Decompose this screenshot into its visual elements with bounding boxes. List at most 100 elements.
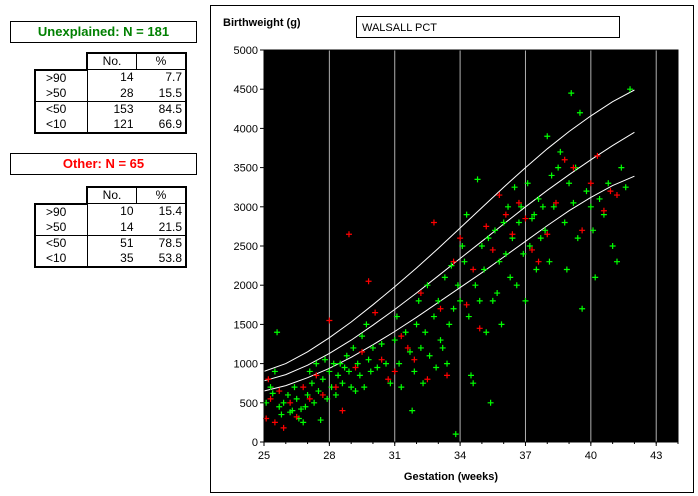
point-unexplained bbox=[398, 384, 405, 391]
point-unexplained bbox=[350, 344, 357, 351]
table-header-row: No. % bbox=[35, 52, 187, 70]
table-row: >90 10 15.4 bbox=[34, 202, 187, 220]
point-unexplained bbox=[396, 360, 403, 367]
point-unexplained bbox=[420, 380, 427, 387]
point-unexplained bbox=[291, 384, 298, 391]
point-unexplained bbox=[317, 417, 324, 424]
row-count: 121 bbox=[86, 116, 137, 134]
point-unexplained bbox=[494, 290, 501, 297]
point-unexplained bbox=[498, 321, 505, 328]
point-unexplained bbox=[341, 364, 348, 371]
point-unexplained bbox=[533, 266, 540, 273]
point-unexplained bbox=[280, 399, 287, 406]
point-other bbox=[352, 364, 359, 371]
point-other bbox=[332, 384, 339, 391]
point-unexplained bbox=[570, 199, 577, 206]
point-unexplained bbox=[267, 384, 274, 391]
point-other bbox=[535, 258, 542, 265]
point-unexplained bbox=[544, 133, 551, 140]
x-tick-label: 31 bbox=[389, 450, 401, 462]
point-other bbox=[372, 309, 379, 316]
centile-line-50th bbox=[263, 131, 635, 382]
y-tick-label: 2500 bbox=[234, 241, 258, 253]
point-unexplained bbox=[411, 368, 418, 375]
point-unexplained bbox=[529, 215, 536, 222]
point-other bbox=[300, 384, 307, 391]
point-unexplained bbox=[481, 266, 488, 273]
row-percent: 15.5 bbox=[136, 85, 187, 101]
point-other bbox=[411, 356, 418, 363]
point-unexplained bbox=[459, 243, 466, 249]
point-unexplained bbox=[311, 399, 318, 406]
x-tick-label: 28 bbox=[323, 450, 335, 462]
point-unexplained bbox=[627, 86, 634, 93]
point-other bbox=[544, 231, 551, 238]
point-unexplained bbox=[537, 235, 544, 242]
point-unexplained bbox=[308, 380, 315, 387]
row-label: <10 bbox=[34, 116, 87, 134]
point-unexplained bbox=[454, 282, 461, 289]
point-unexplained bbox=[472, 282, 479, 289]
point-unexplained bbox=[500, 219, 507, 226]
point-unexplained bbox=[422, 329, 429, 336]
point-unexplained bbox=[463, 211, 470, 218]
point-unexplained bbox=[332, 391, 339, 398]
point-unexplained bbox=[461, 258, 468, 265]
y-axis-label: Birthweight (g) bbox=[223, 17, 301, 29]
point-other bbox=[457, 235, 464, 242]
row-count: 153 bbox=[86, 100, 137, 117]
point-unexplained bbox=[306, 368, 313, 375]
point-other bbox=[437, 305, 444, 312]
point-unexplained bbox=[609, 243, 616, 249]
row-label: <50 bbox=[34, 100, 87, 117]
point-other bbox=[271, 419, 278, 426]
row-label: >50 bbox=[34, 85, 87, 101]
x-tick-label: 34 bbox=[454, 450, 466, 462]
point-unexplained bbox=[566, 180, 573, 187]
x-tick-label: 25 bbox=[258, 450, 270, 462]
point-unexplained bbox=[450, 305, 457, 312]
point-other bbox=[424, 376, 431, 383]
point-unexplained bbox=[457, 297, 464, 304]
chart-frame: 0 500 1000 1500 2000 2500 3000 3500 4000 4500 5000… bbox=[210, 5, 694, 493]
point-unexplained bbox=[269, 390, 276, 397]
point-unexplained bbox=[502, 250, 509, 257]
point-other bbox=[359, 348, 366, 355]
table-row: <10 121 66.9 bbox=[34, 116, 187, 134]
point-unexplained bbox=[374, 364, 381, 371]
point-other bbox=[339, 407, 346, 414]
x-tick-label: 40 bbox=[585, 450, 597, 462]
row-count: 10 bbox=[86, 203, 137, 220]
plot-border bbox=[263, 49, 679, 443]
point-other bbox=[385, 376, 392, 383]
table-row: <50 51 78.5 bbox=[34, 234, 187, 251]
point-unexplained bbox=[522, 297, 529, 304]
point-other bbox=[587, 180, 594, 187]
point-unexplained bbox=[298, 406, 305, 413]
point-unexplained bbox=[546, 258, 553, 265]
point-other bbox=[522, 215, 529, 222]
point-unexplained bbox=[583, 188, 590, 195]
point-unexplained bbox=[417, 344, 424, 351]
row-percent: 15.4 bbox=[136, 203, 187, 220]
point-unexplained bbox=[507, 274, 514, 281]
centile-line-10th bbox=[263, 175, 635, 392]
point-other bbox=[378, 356, 385, 363]
point-other bbox=[326, 317, 333, 324]
point-unexplained bbox=[271, 368, 278, 375]
row-percent: 84.5 bbox=[136, 100, 187, 117]
row-count: 51 bbox=[86, 234, 137, 251]
row-label: >90 bbox=[34, 202, 87, 220]
point-unexplained bbox=[513, 282, 520, 289]
row-label: >50 bbox=[34, 219, 87, 235]
row-count: 28 bbox=[86, 85, 137, 101]
point-unexplained bbox=[326, 368, 333, 375]
point-other bbox=[391, 368, 398, 375]
point-unexplained bbox=[437, 337, 444, 344]
point-other bbox=[570, 164, 577, 171]
point-unexplained bbox=[424, 282, 431, 289]
row-count: 14 bbox=[86, 219, 137, 235]
point-unexplained bbox=[555, 164, 562, 171]
point-unexplained bbox=[496, 258, 503, 265]
region-field: WALSALL PCT bbox=[356, 16, 620, 38]
